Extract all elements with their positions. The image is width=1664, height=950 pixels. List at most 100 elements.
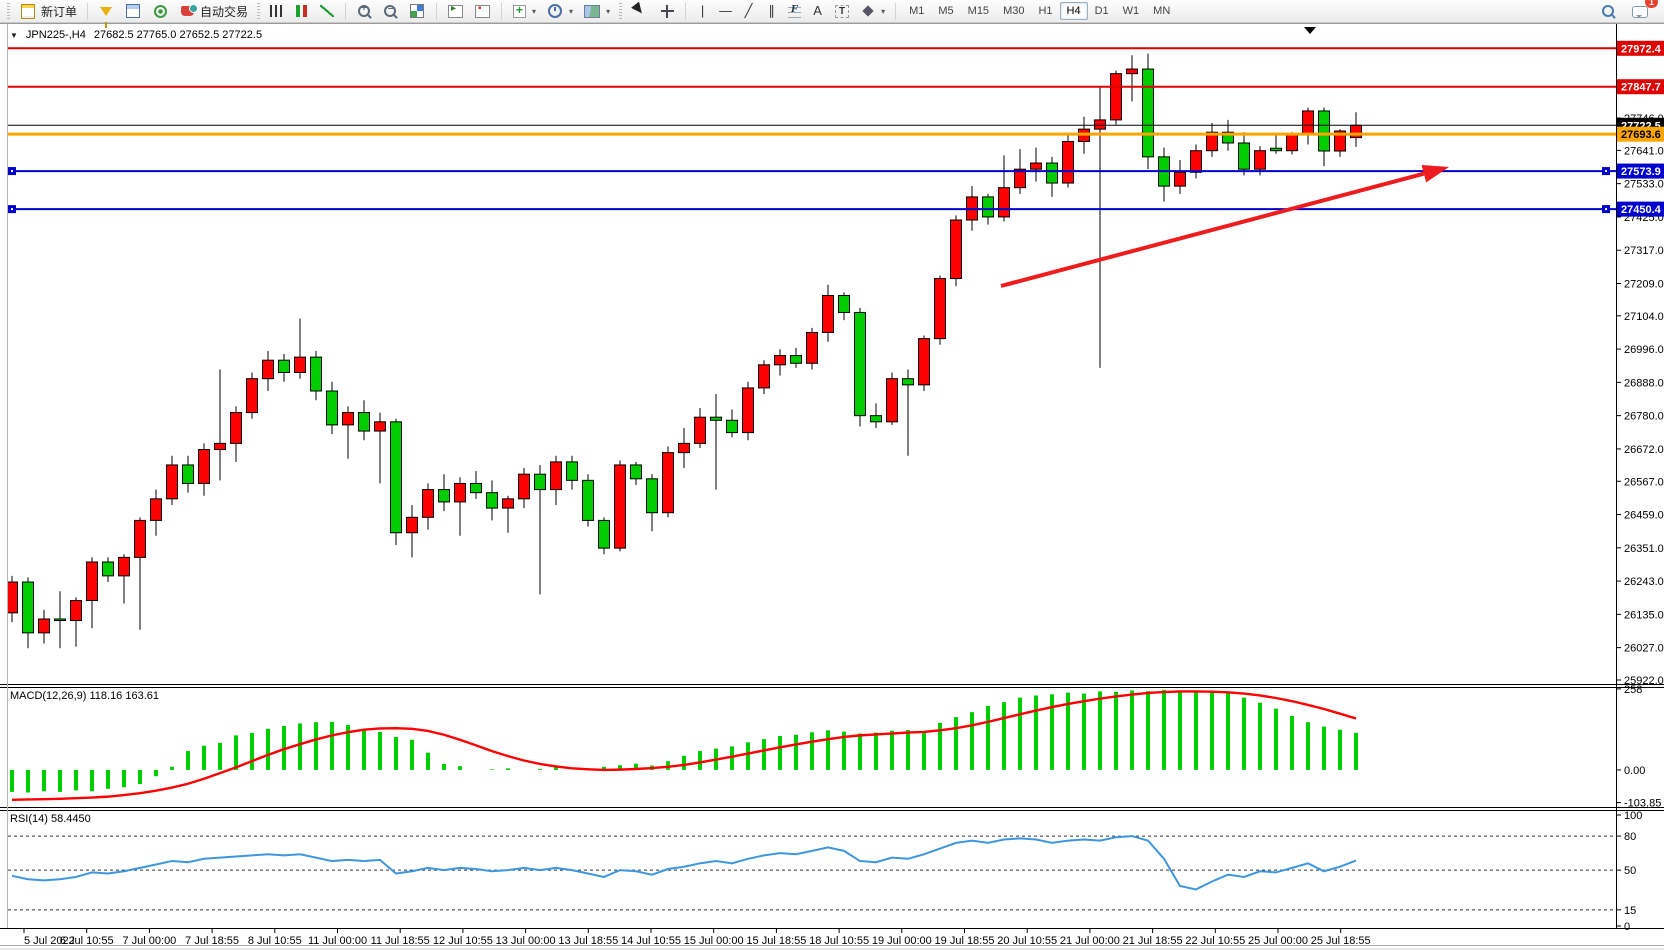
label-tool-icon: T <box>835 4 850 18</box>
zoom-in-icon <box>358 3 371 17</box>
svg-text:27693.6: 27693.6 <box>1621 129 1661 141</box>
price-tick-label: 27317.0 <box>1624 245 1664 257</box>
zoom-out-button[interactable] <box>378 1 402 22</box>
timeframe-h4-button[interactable]: H4 <box>1059 2 1088 20</box>
time-tick-label: 19 Jul 18:55 <box>935 935 995 947</box>
price-tick-label: 26888.0 <box>1624 377 1664 389</box>
time-tick-label: 6 Jul 10:55 <box>60 935 114 947</box>
time-tick-label: 22 Jul 10:55 <box>1185 935 1245 947</box>
dropdown-caret-icon: ▾ <box>606 6 611 16</box>
period-button[interactable]: ▾ <box>542 1 577 22</box>
crosshair-tool-button[interactable] <box>655 1 679 22</box>
new-order-button[interactable]: 新订单 <box>15 1 81 22</box>
terminal-window-icon <box>126 4 141 18</box>
search-icon <box>1602 5 1614 17</box>
line-chart-icon <box>320 5 335 17</box>
chat-bubble-icon <box>1632 6 1648 18</box>
rsi-axis-label: 50 <box>1624 865 1636 877</box>
macd-indicator-label: MACD(12,26,9) 118.16 163.61 <box>10 690 159 702</box>
pane-separators <box>0 24 1664 946</box>
cursor-tool-button[interactable] <box>627 1 653 22</box>
label-tool-button[interactable]: T <box>830 1 854 22</box>
candle-chart-button[interactable] <box>290 1 313 22</box>
terminal-window-button[interactable] <box>120 1 146 22</box>
auto-trading-button[interactable]: 自动交易 <box>175 1 252 22</box>
line-chart-button[interactable] <box>315 1 339 22</box>
timeframe-w1-button[interactable]: W1 <box>1122 5 1140 17</box>
chart-ohlc-values: 27682.5 27765.0 27652.5 27722.5 <box>93 29 263 41</box>
chart-window: 27746.027641.027533.027425.027317.027209… <box>0 23 1664 948</box>
horizontal-line-tool-button[interactable]: — <box>715 1 736 22</box>
chart-canvas[interactable]: 27746.027641.027533.027425.027317.027209… <box>0 24 1664 948</box>
price-tick-label: 25922.0 <box>1624 675 1664 687</box>
timeframe-mn-button[interactable]: MN <box>1153 5 1171 17</box>
chart-menu-icon[interactable]: ▼ <box>10 30 18 40</box>
channel-icon: ∥ <box>768 3 775 18</box>
rsi-indicator-label: RSI(14) 58.4450 <box>10 813 91 825</box>
time-tick-label: 15 Jul 00:00 <box>684 935 744 947</box>
fibonacci-tool-button[interactable]: F <box>784 1 805 22</box>
bar-chart-button[interactable] <box>265 1 288 22</box>
rsi-axis-label: 0 <box>1624 921 1630 933</box>
new-chart-icon <box>513 3 527 18</box>
price-tick-label: 27533.0 <box>1624 179 1664 191</box>
timeframe-h1-button[interactable]: H1 <box>1038 5 1053 17</box>
market-watch-icon <box>100 6 113 28</box>
price-line-badge <box>1617 163 1664 179</box>
tile-windows-button[interactable] <box>404 1 430 22</box>
timeframe-m1-button[interactable]: M1 <box>909 5 925 17</box>
new-order-icon <box>21 3 35 19</box>
timeframe-m15-button[interactable]: M15 <box>967 5 990 17</box>
toolbar-separator <box>436 2 438 20</box>
template-button[interactable] <box>470 1 495 22</box>
timeframe-m30-button[interactable]: M30 <box>1003 5 1025 17</box>
time-tick-label: 13 Jul 18:55 <box>558 935 618 947</box>
time-tick-label: 15 Jul 18:55 <box>746 935 806 947</box>
zoom-in-button[interactable] <box>352 1 376 22</box>
price-tick-label: 27104.0 <box>1624 311 1664 323</box>
time-tick-label: 25 Jul 18:55 <box>1311 935 1371 947</box>
auto-trading-label: 自动交易 <box>200 4 249 19</box>
search-button[interactable] <box>1598 1 1618 22</box>
price-tick-label: 26996.0 <box>1624 344 1664 356</box>
navigator-button[interactable] <box>148 1 173 22</box>
time-tick-label: 7 Jul 00:00 <box>122 935 176 947</box>
price-tick-label: 26672.0 <box>1624 444 1664 456</box>
price-axis[interactable]: 27746.027641.027533.027425.027317.027209… <box>1616 40 1664 687</box>
shapes-tool-button[interactable]: ▾ <box>856 1 889 22</box>
notifications-button[interactable]: 1 <box>1628 0 1658 22</box>
chart-shift-marker <box>1304 27 1316 34</box>
candle-chart-icon <box>295 5 309 17</box>
rsi-axis-label: 100 <box>1624 810 1642 822</box>
price-tick-label: 26027.0 <box>1624 643 1664 655</box>
trendline-tool-button[interactable]: ╱ <box>738 1 759 22</box>
price-tick-label: 26567.0 <box>1624 476 1664 488</box>
timeframe-m5-button[interactable]: M5 <box>938 5 954 17</box>
text-tool-icon: A <box>813 3 822 18</box>
dropdown-caret-icon: ▾ <box>881 6 886 16</box>
vertical-line-tool-button[interactable]: | <box>692 1 713 22</box>
trendline-icon: ╱ <box>744 3 753 18</box>
time-tick-label: 13 Jul 00:00 <box>496 935 556 947</box>
new-chart-button[interactable]: ▾ <box>508 1 540 22</box>
text-tool-button[interactable]: A <box>807 1 828 22</box>
macd-axis-label: 258 <box>1624 684 1642 696</box>
trend-arrow-annotation[interactable] <box>1000 164 1449 288</box>
macd-layer <box>10 689 1358 801</box>
channel-tool-button[interactable]: ∥ <box>761 1 782 22</box>
timeframe-d1-button[interactable]: D1 <box>1094 5 1109 17</box>
price-line-badge <box>1617 126 1664 142</box>
snapshot-button[interactable]: ▾ <box>579 1 614 22</box>
profile-button[interactable] <box>443 1 468 22</box>
price-line-badge <box>1617 79 1664 95</box>
price-line-badge <box>1617 40 1664 56</box>
price-levels-layer[interactable] <box>8 47 1616 214</box>
navigator-icon <box>154 4 168 18</box>
template-icon <box>475 3 491 18</box>
rsi-layer <box>8 835 1616 911</box>
market-watch-button[interactable] <box>94 1 118 28</box>
bar-chart-icon <box>270 5 284 17</box>
vertical-line-icon: | <box>700 3 705 18</box>
